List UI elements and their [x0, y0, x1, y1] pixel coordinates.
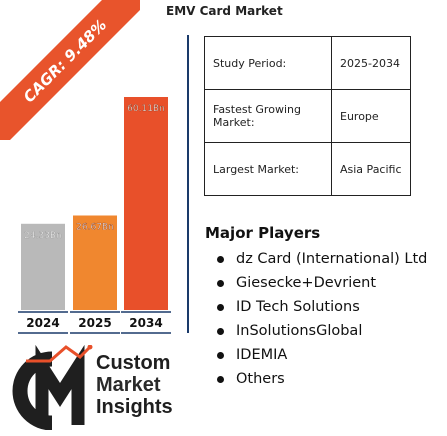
bar-2025 — [73, 215, 117, 310]
x-tick-label: 2025 — [78, 316, 111, 330]
info-key: Study Period: — [204, 36, 332, 90]
bar-value-label: 26.67Bn — [76, 222, 114, 232]
player-item: ID Tech Solutions — [212, 295, 442, 319]
company-logo-text: Custom Market Insights — [96, 352, 173, 418]
bar-value-label: 60.11Bn — [127, 104, 165, 114]
players-title: Major Players — [205, 224, 321, 242]
vertical-divider — [187, 35, 189, 333]
info-value: Europe — [331, 89, 411, 143]
company-logo-mark — [12, 345, 93, 430]
bar-value-label: 24.33Bn — [24, 231, 62, 241]
logo-line-2: Market — [96, 374, 161, 396]
logo-m-shape — [35, 345, 85, 425]
info-key: Largest Market: — [204, 142, 332, 196]
x-tick-label: 2024 — [26, 316, 59, 330]
info-table: Study Period: 2025-2034 Fastest Growing … — [204, 36, 411, 196]
info-row-largest-market: Largest Market: Asia Pacific — [204, 142, 411, 196]
bar-chart: 24.33Bn 2024 26.67Bn 2025 60.11Bn 2034 — [18, 97, 171, 334]
info-value: 2025-2034 — [331, 36, 411, 90]
logo-line-1: Custom — [96, 352, 171, 374]
info-row-fastest-growing: Fastest Growing Market: Europe — [204, 89, 411, 143]
page-title: EMV Card Market — [166, 4, 283, 18]
logo-trend-line — [26, 345, 92, 363]
info-value: Asia Pacific — [331, 142, 411, 196]
player-item: Giesecke+Devrient — [212, 271, 442, 295]
logo-line-3: Insights — [96, 396, 173, 418]
info-key: Fastest Growing Market: — [204, 89, 332, 143]
logo-trend-dot — [87, 345, 93, 350]
bar-2024 — [21, 223, 65, 310]
player-item: dz Card (International) Ltd — [212, 247, 442, 271]
player-item: InSolutionsGlobal — [212, 319, 442, 343]
player-item: IDEMIA — [212, 343, 442, 367]
player-item: Others — [212, 367, 442, 391]
bar-2034 — [124, 97, 168, 310]
x-tick-label: 2034 — [129, 316, 162, 330]
players-list: dz Card (International) Ltd Giesecke+Dev… — [212, 247, 442, 391]
info-row-study-period: Study Period: 2025-2034 — [204, 36, 411, 90]
